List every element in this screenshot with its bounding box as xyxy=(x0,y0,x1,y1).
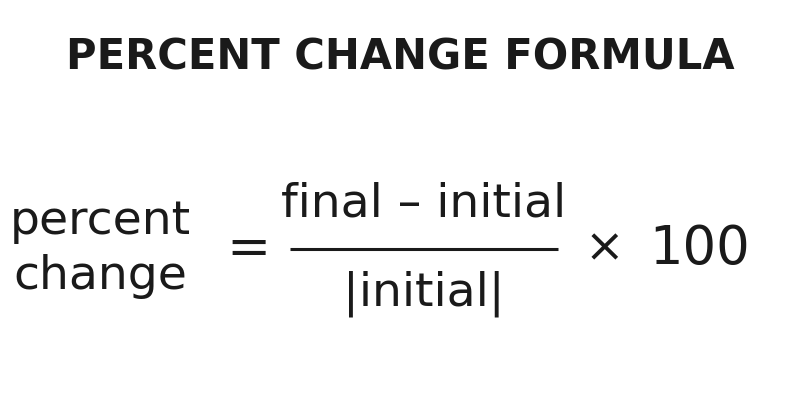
Text: PERCENT CHANGE FORMULA: PERCENT CHANGE FORMULA xyxy=(66,37,734,79)
Text: percent: percent xyxy=(10,199,190,244)
Text: 100: 100 xyxy=(650,223,750,275)
Text: ×: × xyxy=(584,226,624,272)
Text: final – initial: final – initial xyxy=(282,182,566,227)
Text: change: change xyxy=(13,254,187,299)
Text: =: = xyxy=(226,223,270,275)
Text: |initial|: |initial| xyxy=(343,270,505,317)
